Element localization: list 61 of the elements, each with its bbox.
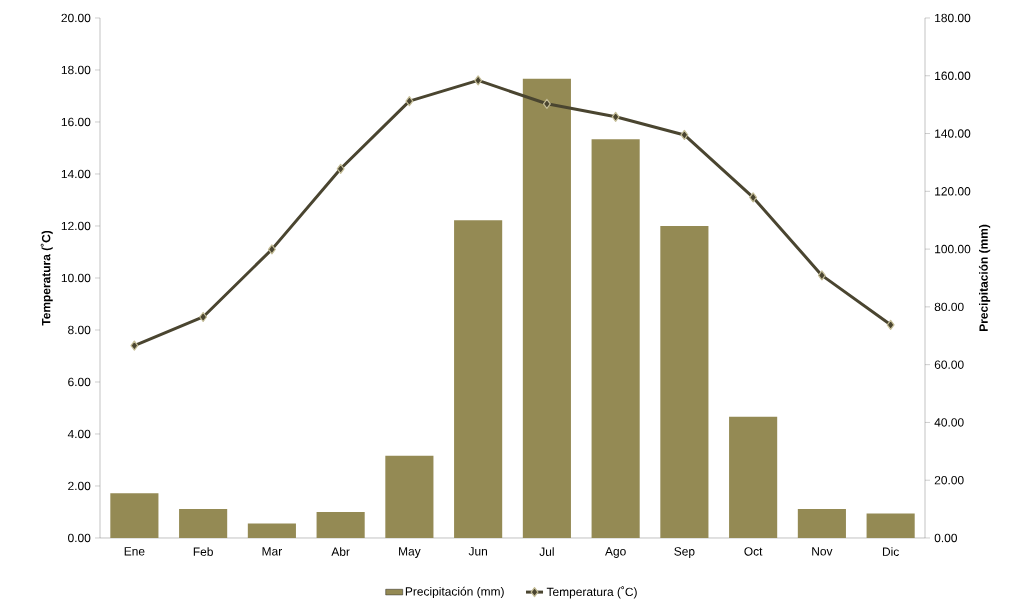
y-tick-label: 6.00 [68,377,91,387]
y-tick-label: 14.00 [61,169,91,179]
y-tick-label: 0.00 [68,533,91,543]
y-tick-label: 16.00 [61,117,91,127]
y2-tick-label: 120.00 [935,187,971,196]
y2-tick-label: 100.00 [935,244,971,254]
x-tick-label: May [399,547,421,558]
bar [866,513,915,538]
y2-axis-title: Precipitación (mm) [978,224,991,331]
point [611,111,620,122]
y2-tick-label: 0.00 [934,533,957,543]
x-tick-label: Mar [262,547,282,556]
y-tick-label: 2.00 [68,481,91,491]
x-tick-label: Jul [539,547,554,556]
y-tick-label: 4.00 [67,429,91,439]
legend-label: Precipitación (mm) [405,586,504,599]
bar [179,509,228,538]
legend-label: Temperatura (˚C) [546,586,637,599]
bar [110,493,159,538]
y-tick-label: 12.00 [61,221,91,231]
y2-tick-label: 60.00 [934,360,964,369]
point [680,129,689,141]
point [474,75,483,86]
bar [660,225,709,538]
bar [797,509,846,538]
point [336,163,345,174]
point [749,192,758,203]
bar [454,220,503,538]
x-tick-label: Ene [124,547,145,556]
point [817,270,826,281]
bar [729,416,778,538]
point [886,319,895,330]
y2-tick-label: 180.00 [935,13,971,23]
point [405,96,414,107]
point [542,98,551,109]
x-tick-label: Ago [605,547,626,558]
y2-tick-label: 40.00 [934,418,964,427]
y2-tick-label: 160.00 [935,71,971,80]
y2-tick-label: 80.00 [934,302,964,312]
y-tick-label: 10.00 [61,273,91,283]
bar [247,523,296,538]
y-tick-label: 20.00 [61,13,91,23]
y2-tick-label: 20.00 [934,475,964,485]
y-tick-label: 8.00 [68,325,91,335]
bar [522,78,571,538]
y-tick-label: 18.00 [61,65,91,75]
point [267,244,276,255]
x-tick-label: Jun [468,547,487,556]
x-tick-label: Feb [193,547,213,556]
point [199,311,208,323]
x-tick-label: Sep [674,547,695,558]
point [130,340,139,351]
bar [591,139,640,538]
x-tick-label: Nov [812,547,833,556]
y2-tick-label: 140.00 [935,129,971,138]
bar [316,511,365,538]
y-axis-title: Temperatura (˚C) [40,230,53,326]
x-tick-label: Abr [331,547,350,556]
bar [385,455,434,538]
x-tick-label: Oct [744,547,763,556]
x-tick-label: Dic [882,547,899,556]
